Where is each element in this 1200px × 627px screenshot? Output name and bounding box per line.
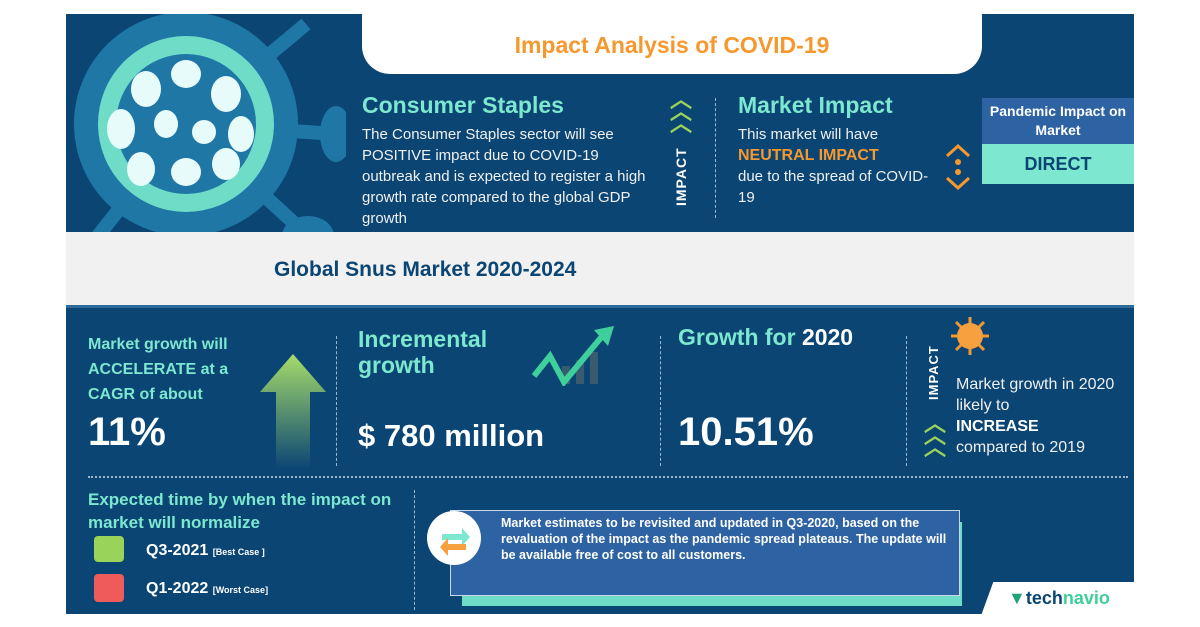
sun-virus-icon bbox=[951, 317, 989, 355]
sector-title: Consumer Staples bbox=[362, 92, 564, 118]
market-impact-line1: This market will have bbox=[738, 126, 879, 143]
impact-line2: compared to 2019 bbox=[956, 439, 1085, 456]
growth-year: 2020 bbox=[801, 324, 854, 350]
best-case-note: [Best Case ] bbox=[212, 547, 265, 557]
pandemic-value: DIRECT bbox=[982, 144, 1134, 184]
impact-highlight: INCREASE bbox=[956, 418, 1039, 435]
worst-case-note: [Worst Case] bbox=[212, 585, 269, 595]
chevrons-up-icon: ︿ ︿ ︿ bbox=[670, 87, 693, 136]
divider bbox=[414, 490, 415, 610]
divider bbox=[715, 98, 716, 218]
report-title: Global Snus Market 2020-2024 bbox=[274, 258, 577, 281]
market-impact-highlight: NEUTRAL IMPACT bbox=[738, 147, 879, 164]
normalize-title: Expected time by when the impact on mark… bbox=[88, 490, 392, 532]
growth-value: 10.51% bbox=[678, 410, 814, 454]
infographic: Impact Analysis of COVID-19 Consumer Sta… bbox=[66, 14, 1134, 614]
chevrons-up-icon: ︿ ︿ ︿ bbox=[924, 411, 947, 460]
thumbs-up-icon bbox=[94, 536, 124, 562]
neutral-arrows-icon bbox=[945, 144, 971, 191]
sector-description: The Consumer Staples sector will see POS… bbox=[362, 126, 646, 227]
thumbs-down-icon bbox=[94, 574, 124, 602]
market-impact-line2: due to the spread of COVID-19 bbox=[738, 168, 929, 206]
growth-trend-icon bbox=[532, 326, 614, 386]
divider bbox=[336, 336, 337, 466]
arrow-up-icon bbox=[260, 354, 326, 469]
page-title: Impact Analysis of COVID-19 bbox=[514, 32, 830, 58]
incremental-value: $ 780 million bbox=[358, 418, 545, 453]
divider bbox=[906, 336, 907, 466]
cagr-text: Market growth will ACCELERATE at a CAGR … bbox=[88, 336, 229, 403]
divider bbox=[88, 476, 1128, 478]
incremental-title: Incremental growth bbox=[358, 326, 488, 378]
title-banner: Impact Analysis of COVID-19 bbox=[362, 14, 982, 74]
impact-line1: Market growth in 2020 likely to bbox=[956, 376, 1115, 414]
growth-title: Growth for bbox=[678, 324, 796, 350]
cagr-value: 11% bbox=[88, 410, 166, 454]
impact-label: IMPACT bbox=[673, 147, 689, 206]
worst-case-date: Q1-2022 bbox=[146, 580, 209, 597]
impact-label-2: IMPACT bbox=[926, 345, 941, 400]
report-title-band: Global Snus Market 2020-2024 bbox=[66, 232, 1134, 308]
technavio-logo: ▼technavio bbox=[1008, 588, 1110, 608]
update-note: Market estimates to be revisited and upd… bbox=[450, 510, 960, 596]
divider bbox=[660, 336, 661, 466]
market-impact-title: Market Impact bbox=[738, 92, 893, 118]
best-case-date: Q3-2021 bbox=[146, 542, 209, 559]
refresh-icon bbox=[427, 511, 481, 565]
pandemic-label: Pandemic Impact on Market bbox=[982, 98, 1134, 144]
